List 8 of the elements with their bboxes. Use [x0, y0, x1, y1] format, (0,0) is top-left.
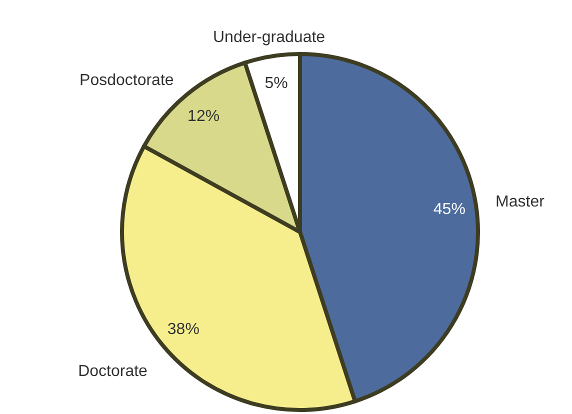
slice-label: Under-graduate	[212, 29, 326, 46]
slice-label: Master	[496, 194, 546, 211]
slice-label: Posdoctorate	[80, 72, 174, 90]
data-label: 45%	[433, 200, 466, 218]
data-label: 12%	[188, 108, 220, 126]
data-label: 38%	[167, 321, 200, 338]
slice-label: Doctorate	[78, 362, 148, 380]
data-label: 5%	[264, 75, 288, 92]
